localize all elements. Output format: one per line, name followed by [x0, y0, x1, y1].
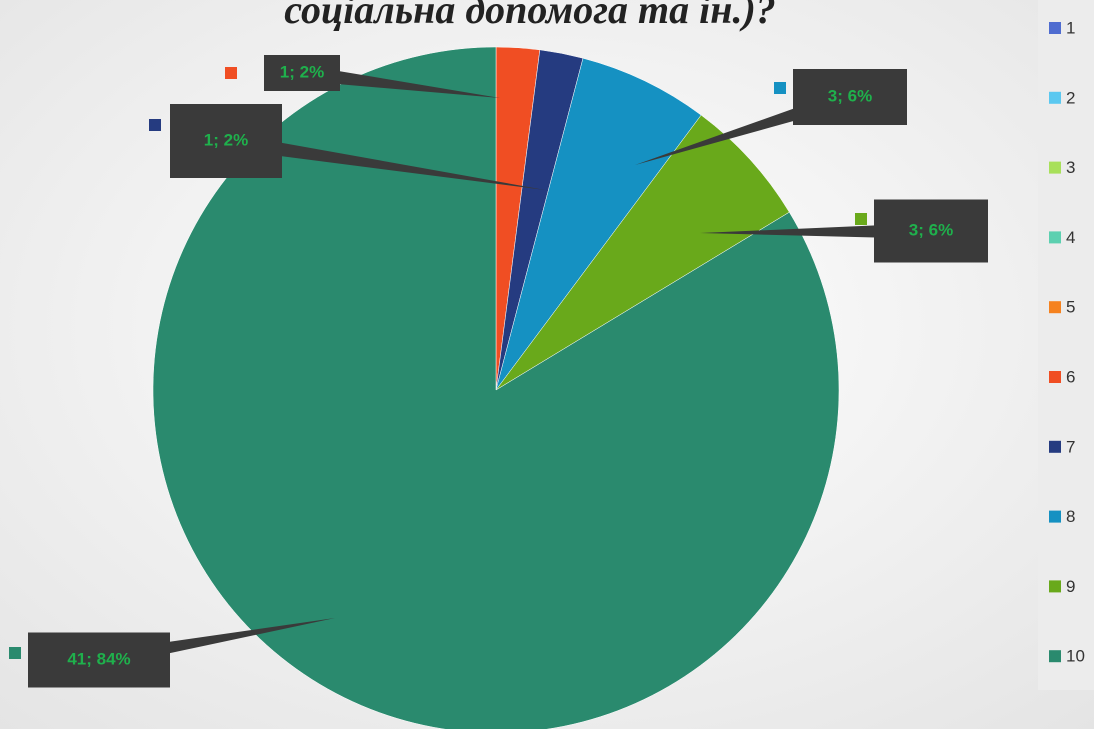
legend-swatch	[1049, 161, 1061, 174]
label-marker	[774, 82, 786, 94]
data-label: 3; 6%	[828, 86, 872, 105]
pie-slice	[495, 114, 790, 391]
legend-swatch	[1049, 510, 1061, 523]
label-marker	[9, 647, 21, 659]
data-label: 41; 84%	[67, 649, 130, 668]
legend-label: 2	[1066, 88, 1075, 107]
legend-swatch	[1049, 231, 1061, 244]
legend-label: 4	[1066, 228, 1075, 247]
legend-label: 9	[1066, 577, 1075, 596]
label-box	[793, 69, 907, 125]
data-label: 1; 2%	[280, 62, 324, 81]
label-marker	[149, 119, 161, 131]
callout-line	[224, 133, 545, 190]
chart-title: соціальна допомога та ін.)?	[284, 0, 776, 32]
data-label: 3; 6%	[909, 220, 953, 239]
legend-swatch	[1049, 371, 1061, 383]
legend-swatch	[1049, 440, 1061, 453]
label-box	[170, 104, 282, 178]
legend-box	[1038, 0, 1094, 690]
label-box	[28, 632, 170, 688]
callout-line	[700, 223, 932, 239]
legend-swatch	[1049, 22, 1061, 34]
label-marker	[225, 67, 237, 79]
pie-slice	[495, 57, 702, 391]
legend-label: 5	[1066, 298, 1075, 317]
legend-swatch	[1049, 301, 1061, 314]
legend-swatch	[1049, 580, 1061, 593]
legend-label: 3	[1066, 158, 1075, 177]
legend-swatch	[1049, 91, 1061, 104]
legend-label: 10	[1066, 647, 1085, 666]
legend-swatch	[1049, 650, 1061, 663]
legend-label: 8	[1066, 507, 1075, 526]
legend-label: 7	[1066, 437, 1075, 456]
label-box	[264, 55, 340, 91]
legend-label: 1	[1066, 18, 1075, 37]
label-box	[874, 199, 988, 263]
callout-line	[300, 65, 500, 98]
data-label: 1; 2%	[204, 130, 248, 149]
legend-label: 6	[1066, 367, 1075, 386]
label-marker	[855, 213, 867, 225]
